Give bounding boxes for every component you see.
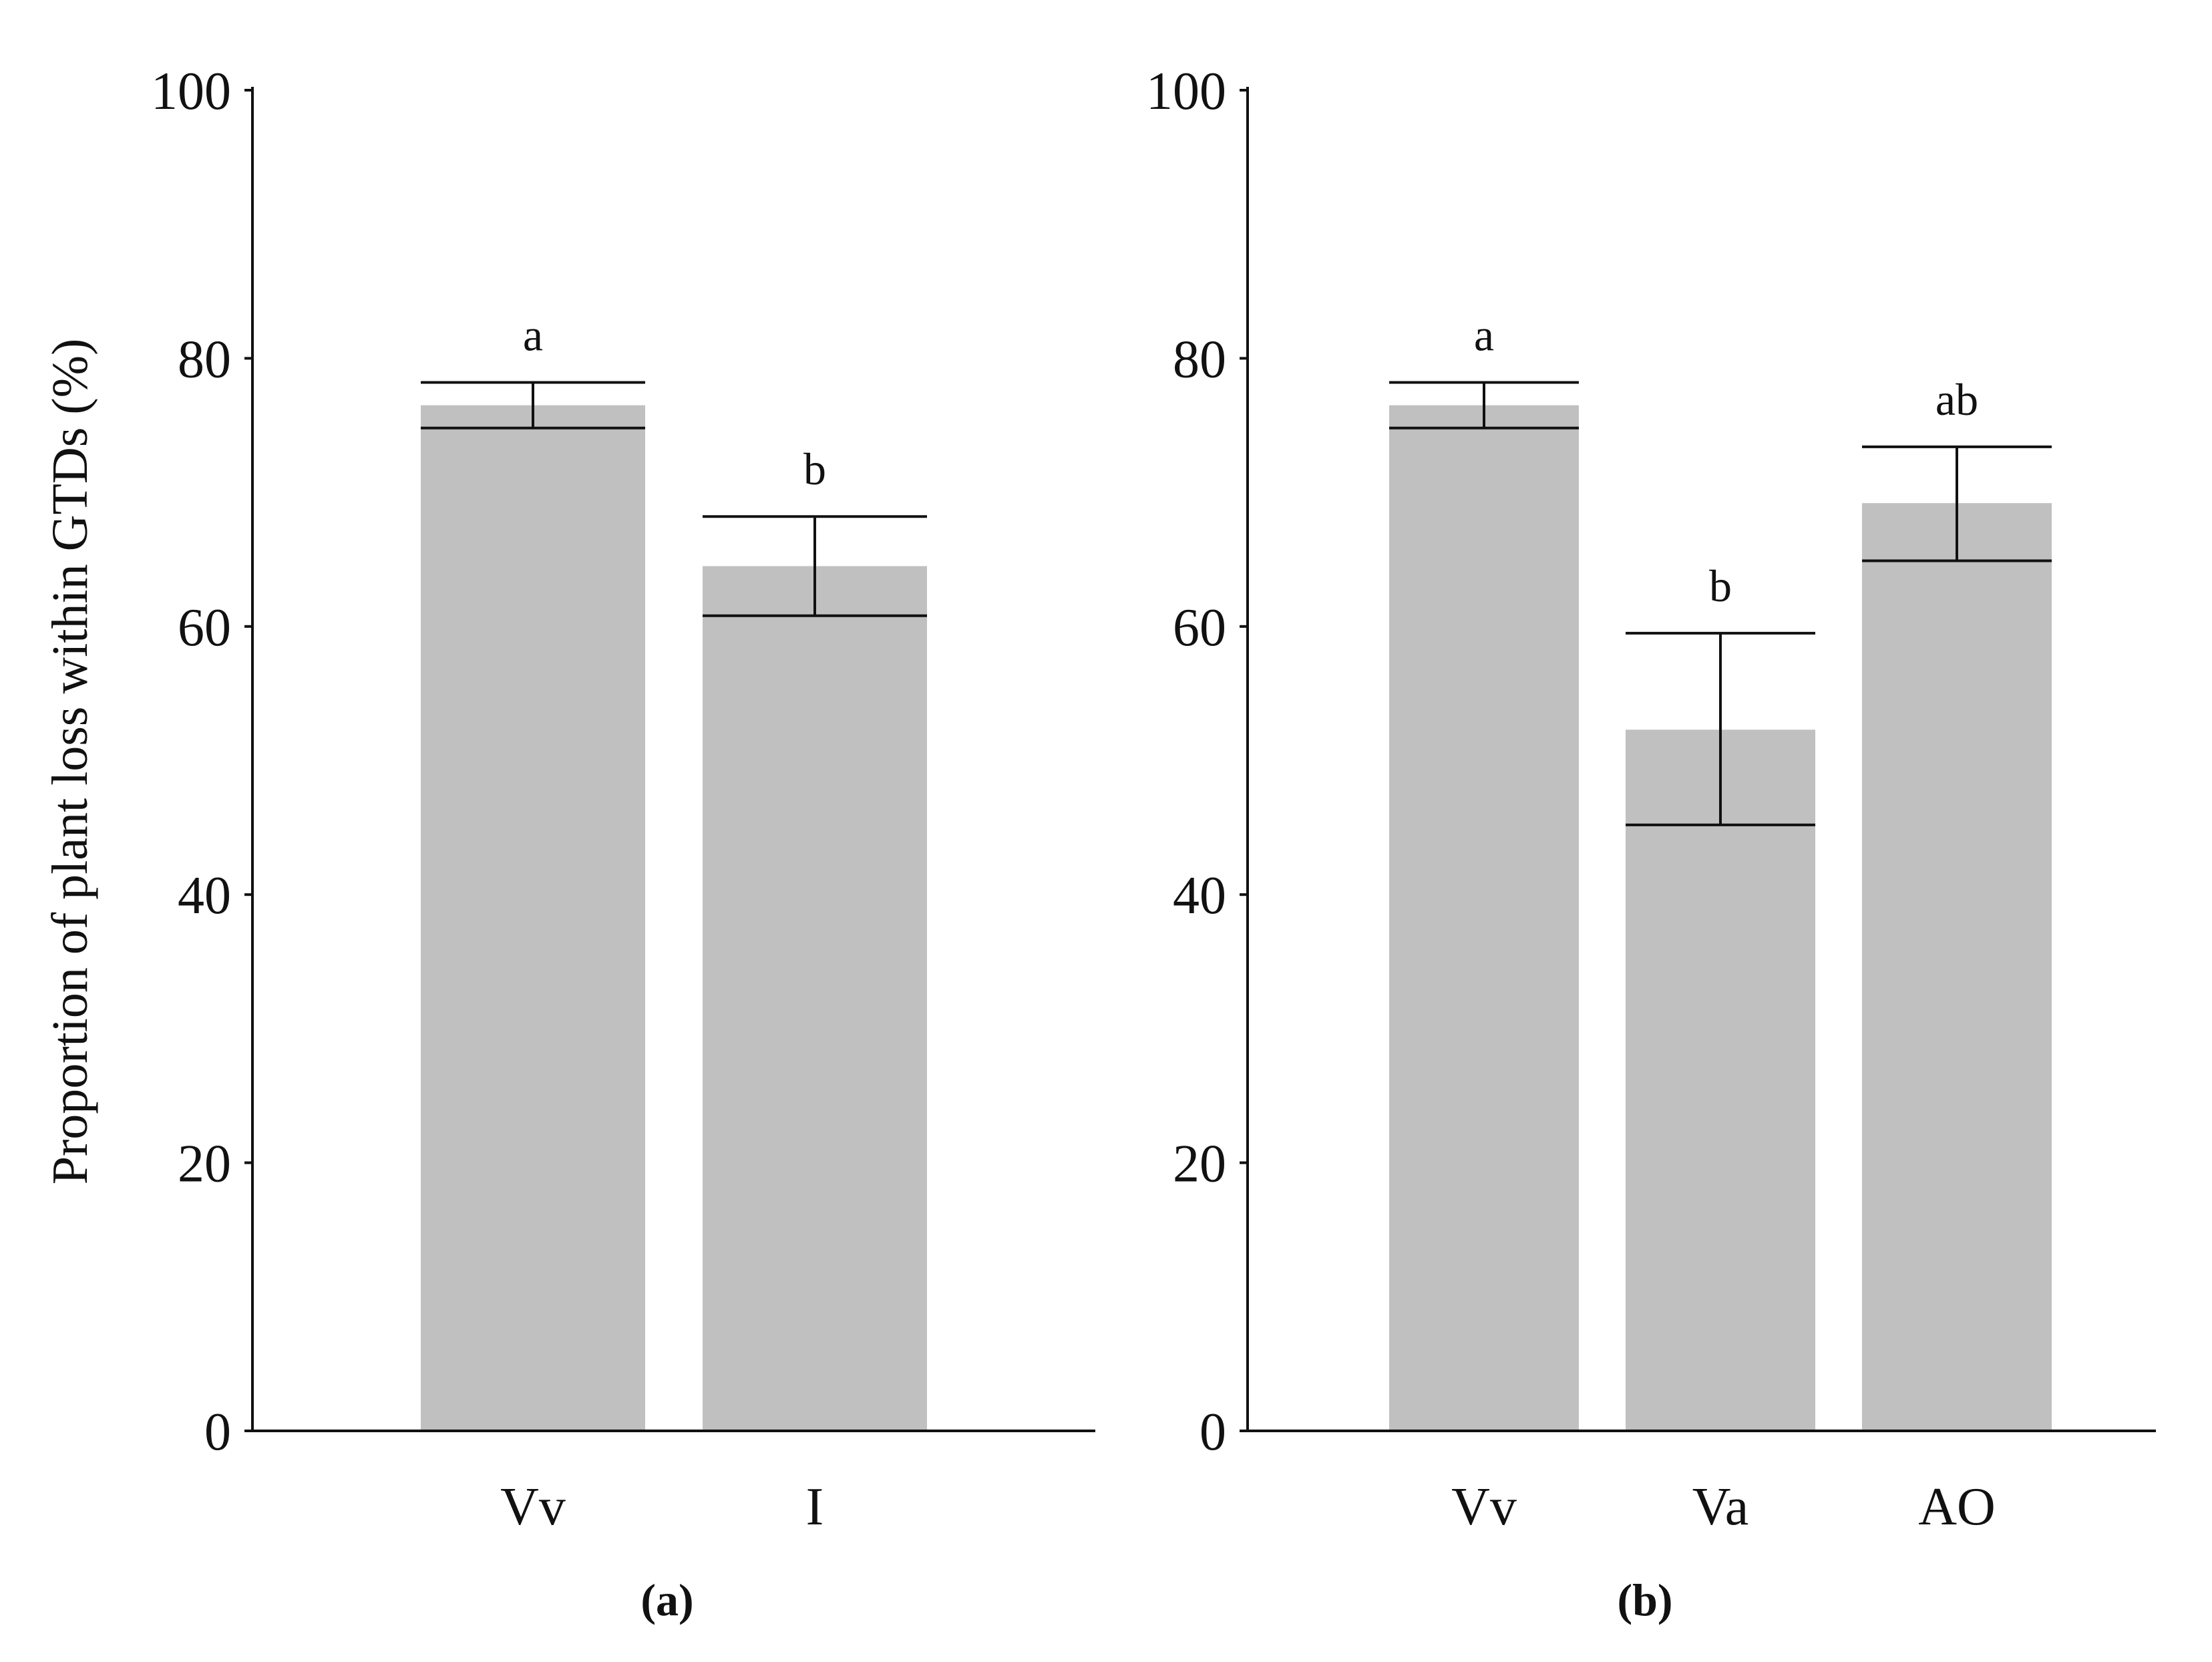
bar-vv [421,405,645,1431]
y-tick-label: 60 [1173,599,1226,657]
significance-label: a [523,310,543,361]
significance-label: b [803,444,826,494]
error-bar-va [1626,631,1815,826]
panel-label: (b) [1617,1574,1672,1625]
y-tick-label: 100 [151,62,231,121]
y-tick-label: 20 [178,1135,231,1194]
error-bar-vv [1389,381,1579,430]
y-tick-label: 80 [178,330,231,389]
significance-label: ab [1936,374,1978,425]
bar-ao [1862,503,2052,1431]
y-tick-label: 60 [178,599,231,657]
bar-i [703,566,927,1431]
error-bar-i [703,515,927,617]
x-tick-label-ao: AO [1918,1478,1996,1536]
x-tick-label-va: Va [1692,1478,1748,1536]
y-axis-label: Proportion of plant loss within GTDs (%) [42,339,98,1185]
x-tick-label-i: I [806,1478,824,1536]
panel-a: a b 0 20 40 60 80 100 Vv I (a) [151,62,1095,1625]
x-tick-label-vv: Vv [1451,1478,1517,1536]
panel-label: (a) [640,1574,693,1625]
error-bar-vv [421,381,645,430]
significance-label: a [1474,310,1494,361]
y-tick-label: 0 [1200,1403,1226,1462]
y-tick-label: 40 [178,866,231,925]
error-bar-ao [1862,445,2052,562]
y-tick-label: 0 [204,1403,231,1462]
y-tick-label: 100 [1146,62,1226,121]
bar-va [1626,729,1815,1431]
bar-vv [1389,405,1579,1431]
y-tick-label: 20 [1173,1135,1226,1194]
significance-label: b [1709,560,1732,611]
x-tick-label-vv: Vv [500,1478,566,1536]
y-tick-label: 40 [1173,866,1226,925]
y-tick-label: 80 [1173,330,1226,389]
